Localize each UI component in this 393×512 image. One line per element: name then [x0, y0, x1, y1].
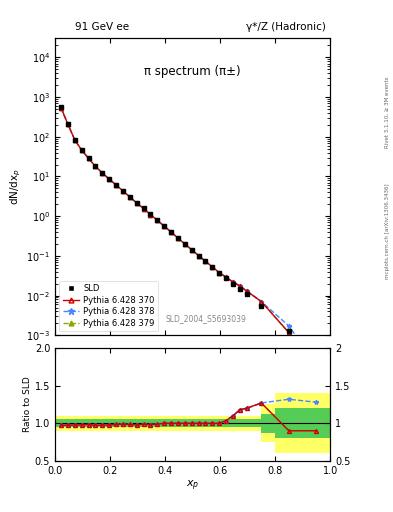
Text: Rivet 3.1.10, ≥ 3M events: Rivet 3.1.10, ≥ 3M events: [385, 77, 389, 148]
Legend: SLD, Pythia 6.428 370, Pythia 6.428 378, Pythia 6.428 379: SLD, Pythia 6.428 370, Pythia 6.428 378,…: [59, 281, 158, 331]
Text: γ*/Z (Hadronic): γ*/Z (Hadronic): [246, 22, 326, 32]
X-axis label: $x_p$: $x_p$: [186, 478, 199, 493]
Text: 91 GeV ee: 91 GeV ee: [75, 22, 129, 32]
Text: π spectrum (π±): π spectrum (π±): [144, 65, 241, 78]
Y-axis label: dN/dx$_p$: dN/dx$_p$: [9, 168, 24, 205]
Y-axis label: Ratio to SLD: Ratio to SLD: [23, 377, 32, 432]
Text: mcplots.cern.ch [arXiv:1306.3436]: mcplots.cern.ch [arXiv:1306.3436]: [385, 184, 389, 279]
Text: SLD_2004_S5693039: SLD_2004_S5693039: [166, 314, 247, 324]
